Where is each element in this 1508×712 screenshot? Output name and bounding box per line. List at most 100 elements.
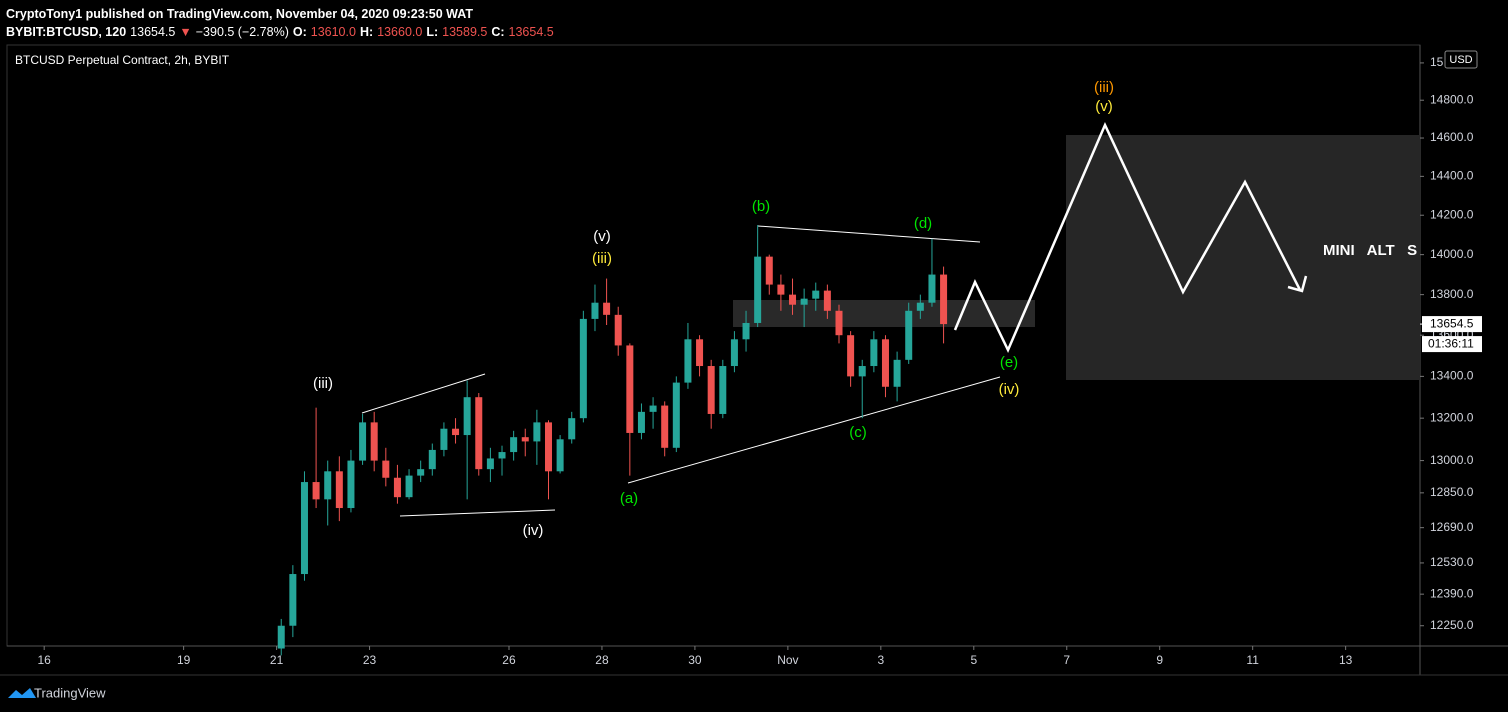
trend-line <box>627 376 1001 484</box>
candle-body <box>835 310 843 336</box>
wave-label: (iii) <box>592 250 612 267</box>
wave-label: (iv) <box>523 522 544 539</box>
quote-item: 13610.0 <box>310 25 356 39</box>
y-tick-label: 15 <box>1430 55 1444 69</box>
candle-body <box>486 458 494 470</box>
candle-body <box>940 274 948 325</box>
candle-body <box>289 574 297 626</box>
candle-body <box>614 314 622 346</box>
quote-item: L: <box>426 25 439 39</box>
countdown-box <box>1422 336 1482 353</box>
price-box <box>1422 316 1482 333</box>
x-tick-label: 21 <box>270 653 284 667</box>
x-tick-label: 7 <box>1063 653 1070 667</box>
candle-body <box>347 460 355 509</box>
candle-body <box>277 625 285 649</box>
trend-line <box>399 509 556 517</box>
quote-item: 13589.5 <box>442 25 488 39</box>
y-tick-label: 13800.0 <box>1430 287 1474 301</box>
candle-body <box>382 460 390 478</box>
quote-item: 13654.5 <box>130 25 176 39</box>
quote-item: O: <box>292 25 307 39</box>
publish-line: CryptoTony1 published on TradingView.com… <box>6 7 474 21</box>
wave-label: (v) <box>1095 98 1113 115</box>
wave-label: (v) <box>593 228 611 245</box>
candle-body <box>637 411 645 433</box>
wave-label: (c) <box>849 424 867 441</box>
candle-body <box>916 302 924 311</box>
quote-item: −390.5 (−2.78%) <box>195 25 289 39</box>
candle-body <box>870 339 878 367</box>
candle-body <box>649 405 657 412</box>
y-tick-label: 12530.0 <box>1430 555 1474 569</box>
candle-body <box>742 322 750 340</box>
y-tick-label: 14400.0 <box>1430 169 1474 183</box>
candle-body <box>533 422 541 442</box>
candle-body <box>591 302 599 319</box>
trend-line <box>757 225 981 243</box>
wave-label: (iii) <box>1094 79 1114 96</box>
candle-body <box>475 397 483 470</box>
y-tick-label: 14600.0 <box>1430 130 1474 144</box>
candle-body <box>823 290 831 311</box>
candle-body <box>603 302 611 315</box>
candle-body <box>521 437 529 442</box>
wave-label: (iii) <box>313 375 333 392</box>
y-tick-label: 12690.0 <box>1430 520 1474 534</box>
candle-body <box>452 428 460 436</box>
candle-body <box>324 471 332 500</box>
x-tick-label: 5 <box>970 653 977 667</box>
candle-body <box>789 294 797 305</box>
quote-item: 13660.0 <box>377 25 423 39</box>
wave-label: (e) <box>1000 354 1018 371</box>
candle-body <box>754 256 762 323</box>
countdown: 01:36:11 <box>1428 336 1474 350</box>
target-zone <box>1066 135 1420 380</box>
x-tick-label: Nov <box>777 653 798 667</box>
quote-line: BYBIT:BTCUSD, 120 13654.5 ▼ −390.5 (−2.78%)… <box>6 23 558 41</box>
currency: USD <box>1449 54 1472 66</box>
candle-body <box>730 339 738 367</box>
candle-body <box>463 397 471 436</box>
quote-item: BYBIT:BTCUSD, 120 <box>6 25 127 39</box>
candle-body <box>707 366 715 414</box>
candle-body <box>300 482 308 575</box>
candle-body <box>696 339 704 367</box>
candle-body <box>428 449 436 470</box>
logo <box>8 688 36 698</box>
y-tick-label: 14000.0 <box>1430 247 1474 261</box>
last-price: 13654.5 <box>1430 316 1474 330</box>
wave-label: (d) <box>914 215 932 232</box>
candle-body <box>440 428 448 450</box>
candle-body <box>579 318 587 419</box>
x-tick-label: 26 <box>502 653 516 667</box>
candle-body <box>335 471 343 509</box>
candle-body <box>556 439 564 472</box>
x-tick-label: 19 <box>177 653 191 667</box>
y-tick-label: 13200.0 <box>1430 410 1474 424</box>
x-tick-label: 28 <box>595 653 609 667</box>
currency-box <box>1444 50 1478 69</box>
candle-body <box>672 382 680 448</box>
candle-body <box>370 422 378 461</box>
projection-path <box>953 121 1302 354</box>
candle-body <box>800 298 808 305</box>
wave-label: (b) <box>752 198 770 215</box>
quote-item: C: <box>491 25 505 39</box>
candle-body <box>684 339 692 383</box>
candle-body <box>777 284 785 295</box>
candle-body <box>719 366 727 414</box>
brand: TradingView <box>34 685 106 700</box>
candle-body <box>405 475 413 498</box>
y-tick-label: 12390.0 <box>1430 586 1474 600</box>
candle-body <box>905 310 913 360</box>
x-tick-label: 16 <box>38 653 52 667</box>
candle-body <box>417 469 425 476</box>
candle-body <box>661 405 669 448</box>
quote-item: H: <box>359 25 374 39</box>
candle-body <box>893 359 901 387</box>
x-tick-label: 13 <box>1339 653 1353 667</box>
candle-body <box>510 437 518 453</box>
candle-body <box>498 452 506 459</box>
